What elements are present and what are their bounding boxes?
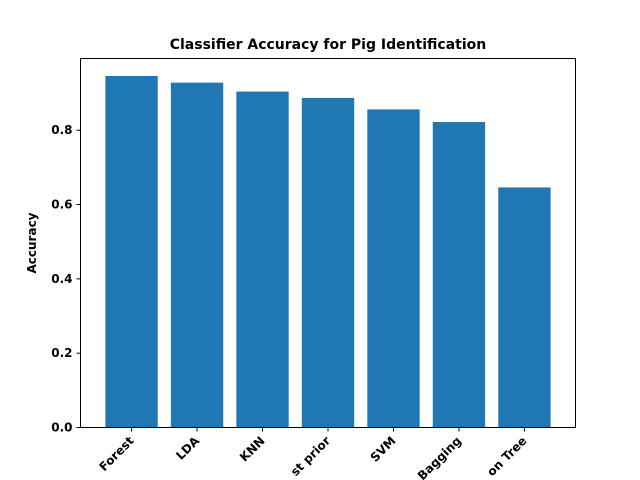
x-tick-label-7: on Tree [484, 434, 529, 479]
x-tick-label-6: Bagging [415, 434, 464, 480]
chart-title: Classifier Accuracy for Pig Identificati… [170, 37, 487, 53]
bar-5 [367, 109, 420, 428]
bar-2 [170, 82, 224, 428]
bar-4 [301, 97, 355, 428]
bar-1 [105, 75, 158, 428]
y-tick-label-5: 0.8 [51, 123, 72, 137]
x-tick-label-2: LDA [173, 433, 202, 462]
y-tick-label-3: 0.4 [51, 272, 72, 286]
bar-3 [236, 91, 289, 428]
y-axis-label: Accuracy [25, 212, 39, 273]
x-tick-label-3: KNN [237, 434, 268, 465]
bar-6 [432, 122, 486, 428]
bar-7 [498, 187, 551, 428]
y-tick-label-4: 0.6 [51, 198, 72, 212]
x-tick-label-1: Forest [96, 434, 136, 474]
y-tick-label-2: 0.2 [51, 346, 72, 360]
bars-group [105, 75, 551, 428]
x-tick-label-4: st prior [288, 434, 333, 479]
plot-frame [80, 58, 576, 428]
y-tick-label-1: 0.0 [51, 421, 72, 435]
x-tick-label-5: SVM [368, 434, 399, 465]
